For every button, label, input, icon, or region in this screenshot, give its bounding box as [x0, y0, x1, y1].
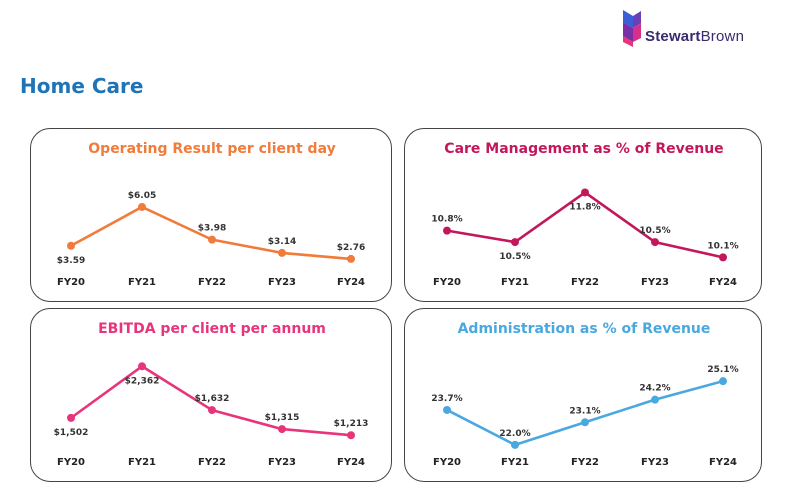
data-point-fy23 [651, 238, 659, 247]
chart-care-management: Care Management as % of Revenue 10.8% FY20… [431, 141, 738, 288]
x-tick-label-fy23: FY23 [268, 457, 296, 468]
data-point-fy24 [719, 377, 727, 386]
x-tick-label-fy22: FY22 [198, 457, 226, 468]
data-label-fy24: 25.1% [707, 365, 738, 375]
x-tick-label-fy24: FY24 [337, 277, 365, 288]
x-tick-label-fy22: FY22 [571, 457, 599, 468]
x-tick-label-fy24: FY24 [337, 457, 365, 468]
data-label-fy21: 10.5% [499, 252, 530, 262]
x-tick-label-fy20: FY20 [433, 277, 461, 288]
chart-title: Operating Result per client day [88, 141, 335, 157]
x-tick-label-fy20: FY20 [433, 457, 461, 468]
chart-administration: Administration as % of Revenue 23.7% FY20 2… [431, 321, 738, 468]
x-tick-label-fy23: FY23 [268, 277, 296, 288]
chart-panel-ebitda: EBITDA per client per annum $1,502 FY20 $2,… [30, 308, 392, 482]
data-point-fy23 [651, 395, 659, 404]
data-point-fy22 [581, 418, 589, 427]
data-point-fy20 [67, 241, 75, 250]
stewartbrown-logo: StewartBrown [621, 8, 781, 52]
data-point-fy24 [347, 431, 355, 440]
data-label-fy23: 10.5% [639, 226, 670, 236]
x-tick-label-fy22: FY22 [198, 277, 226, 288]
chart-panel-care-management: Care Management as % of Revenue 10.8% FY20… [404, 128, 762, 302]
data-label-fy23: $3.14 [268, 237, 296, 247]
data-label-fy24: $2.76 [337, 243, 365, 253]
data-label-fy20: 10.8% [431, 215, 462, 225]
section-title: Home Care [20, 74, 144, 98]
data-point-fy21 [511, 238, 519, 247]
data-label-fy22: $1,632 [195, 394, 230, 404]
data-point-fy21 [138, 362, 146, 371]
data-label-fy21: $2,362 [125, 376, 160, 386]
data-label-fy20: $3.59 [57, 256, 85, 266]
data-label-fy21: 22.0% [499, 429, 530, 439]
data-label-fy23: 24.2% [639, 384, 670, 394]
data-point-fy22 [581, 188, 589, 197]
x-tick-label-fy21: FY21 [501, 277, 529, 288]
x-tick-label-fy24: FY24 [709, 457, 737, 468]
logo-text-bold: Stewart [645, 28, 701, 45]
x-tick-label-fy23: FY23 [641, 277, 669, 288]
data-point-fy21 [511, 440, 519, 449]
data-point-fy23 [278, 248, 286, 257]
data-label-fy24: 10.1% [707, 241, 738, 251]
data-label-fy22: 11.8% [569, 202, 600, 212]
logo-text-light: Brown [700, 28, 745, 45]
data-label-fy24: $1,213 [334, 419, 369, 429]
x-tick-label-fy20: FY20 [57, 457, 85, 468]
data-label-fy21: $6.05 [128, 191, 156, 201]
x-tick-label-fy23: FY23 [641, 457, 669, 468]
logo-wordmark: StewartBrown [645, 28, 744, 45]
chart-panel-operating-result: Operating Result per client day $3.59 FY20… [30, 128, 392, 302]
chart-panel-administration: Administration as % of Revenue 23.7% FY20 2… [404, 308, 762, 482]
data-point-fy22 [208, 406, 216, 415]
data-point-fy20 [443, 226, 451, 235]
chart-title: EBITDA per client per annum [98, 321, 326, 337]
data-label-fy20: $1,502 [54, 428, 89, 438]
data-point-fy20 [67, 413, 75, 422]
stewartbrown-logo-icon [623, 10, 641, 47]
data-point-fy24 [347, 254, 355, 263]
x-tick-label-fy21: FY21 [128, 457, 156, 468]
chart-ebitda: EBITDA per client per annum $1,502 FY20 $2,… [54, 321, 369, 468]
x-tick-label-fy24: FY24 [709, 277, 737, 288]
data-point-fy20 [443, 405, 451, 414]
data-point-fy23 [278, 425, 286, 434]
data-label-fy20: 23.7% [431, 394, 462, 404]
chart-title: Administration as % of Revenue [458, 321, 711, 337]
chart-operating-result: Operating Result per client day $3.59 FY20… [57, 141, 365, 288]
data-label-fy23: $1,315 [265, 413, 300, 423]
x-tick-label-fy21: FY21 [501, 457, 529, 468]
data-label-fy22: 23.1% [569, 406, 600, 416]
data-label-fy22: $3.98 [198, 224, 226, 234]
x-tick-label-fy20: FY20 [57, 277, 85, 288]
x-tick-label-fy22: FY22 [571, 277, 599, 288]
data-point-fy22 [208, 235, 216, 244]
data-point-fy24 [719, 253, 727, 262]
data-point-fy21 [138, 202, 146, 211]
x-tick-label-fy21: FY21 [128, 277, 156, 288]
chart-title: Care Management as % of Revenue [444, 141, 723, 157]
